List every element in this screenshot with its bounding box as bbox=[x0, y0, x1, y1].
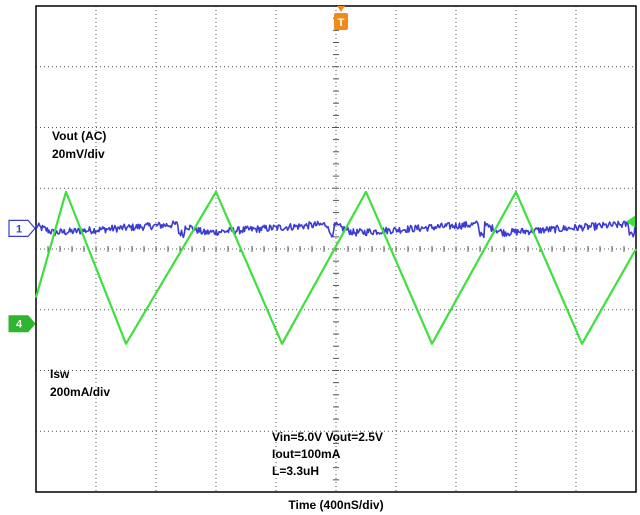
channel-4-label: 4 bbox=[16, 319, 23, 331]
trace-vout bbox=[35, 220, 637, 239]
trigger-marker-label: T bbox=[338, 17, 345, 29]
annotation-iout: Iout=100mA bbox=[272, 447, 341, 461]
annotation-inductance: L=3.3uH bbox=[272, 464, 319, 478]
isw-series-name: Isw bbox=[50, 367, 70, 381]
annotation-vin-vout: Vin=5.0V Vout=2.5V bbox=[272, 430, 383, 444]
vout-scale-label: 20mV/div bbox=[52, 147, 105, 161]
channel-4-marker[interactable]: 4 bbox=[8, 315, 36, 333]
isw-scale-label: 200mA/div bbox=[50, 385, 110, 399]
channel-4-level-arrow-icon bbox=[626, 215, 635, 228]
vout-series-name: Vout (AC) bbox=[52, 129, 106, 143]
channel-1-marker[interactable]: 1 bbox=[8, 219, 36, 237]
trace-isw bbox=[34, 190, 637, 345]
x-axis-label: Time (400nS/div) bbox=[288, 498, 383, 512]
channel-1-label: 1 bbox=[16, 223, 22, 235]
trigger-marker-icon: T bbox=[334, 6, 348, 30]
